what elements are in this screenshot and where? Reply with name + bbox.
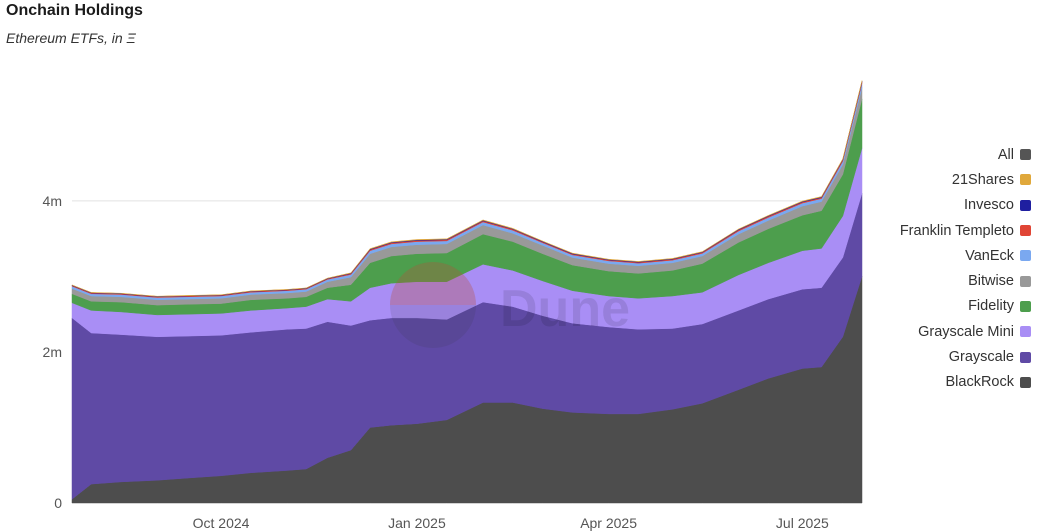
- legend-item[interactable]: Grayscale Mini: [811, 319, 1031, 344]
- x-tick-label: Jul 2025: [776, 515, 829, 531]
- legend-label: All: [997, 146, 1014, 163]
- legend-label: Franklin Templeto: [899, 222, 1014, 239]
- legend-swatch: [1020, 149, 1031, 161]
- legend-item[interactable]: All: [811, 142, 1031, 167]
- legend-label: Grayscale: [948, 349, 1014, 366]
- legend-label: 21Shares: [951, 171, 1014, 188]
- x-axis-ticks: Oct 2024 Jan 2025 Apr 2025 Jul 2025: [193, 515, 829, 531]
- x-tick-label: Oct 2024: [193, 515, 250, 531]
- y-tick-label: 0: [54, 495, 62, 511]
- chart-title: Onchain Holdings: [6, 2, 143, 19]
- legend-item[interactable]: Fidelity: [811, 294, 1031, 319]
- watermark-logo: [390, 262, 476, 348]
- legend-label: Fidelity: [968, 298, 1014, 315]
- legend-swatch: [1020, 174, 1031, 186]
- series-areas: [71, 80, 863, 504]
- area-21shares: [71, 80, 863, 297]
- y-tick-label: 2m: [43, 344, 62, 360]
- legend-item[interactable]: Franklin Templeto: [811, 218, 1031, 243]
- x-tick-label: Apr 2025: [580, 515, 637, 531]
- legend-swatch: [1020, 326, 1031, 338]
- legend-swatch: [1020, 199, 1031, 211]
- legend-swatch: [1020, 225, 1031, 237]
- legend-item[interactable]: VanEck: [811, 243, 1031, 268]
- y-tick-label: 4m: [43, 193, 62, 209]
- legend-swatch: [1020, 275, 1031, 287]
- legend-item[interactable]: Grayscale: [811, 344, 1031, 369]
- legend-swatch: [1020, 250, 1031, 262]
- x-tick-label: Jan 2025: [388, 515, 446, 531]
- legend-label: BlackRock: [945, 374, 1015, 391]
- chart-subtitle: Ethereum ETFs, in Ξ: [6, 30, 136, 46]
- legend-item[interactable]: Bitwise: [811, 268, 1031, 293]
- legend-swatch: [1020, 376, 1031, 388]
- chart-legend: All 21Shares Invesco Franklin Templeto VanEc…: [811, 142, 1031, 395]
- legend-swatch: [1020, 300, 1031, 312]
- legend-swatch: [1020, 351, 1031, 363]
- legend-label: Bitwise: [968, 273, 1014, 290]
- legend-label: Invesco: [964, 197, 1014, 214]
- legend-item[interactable]: BlackRock: [811, 370, 1031, 395]
- legend-item[interactable]: 21Shares: [811, 167, 1031, 192]
- legend-item[interactable]: Invesco: [811, 193, 1031, 218]
- y-axis-ticks: 0 2m 4m: [43, 193, 63, 511]
- watermark-logo-half: [390, 262, 476, 305]
- legend-label: Grayscale Mini: [918, 323, 1014, 340]
- dune-watermark: Dune: [390, 262, 630, 348]
- legend-label: VanEck: [965, 247, 1014, 264]
- watermark-text: Dune: [500, 280, 630, 338]
